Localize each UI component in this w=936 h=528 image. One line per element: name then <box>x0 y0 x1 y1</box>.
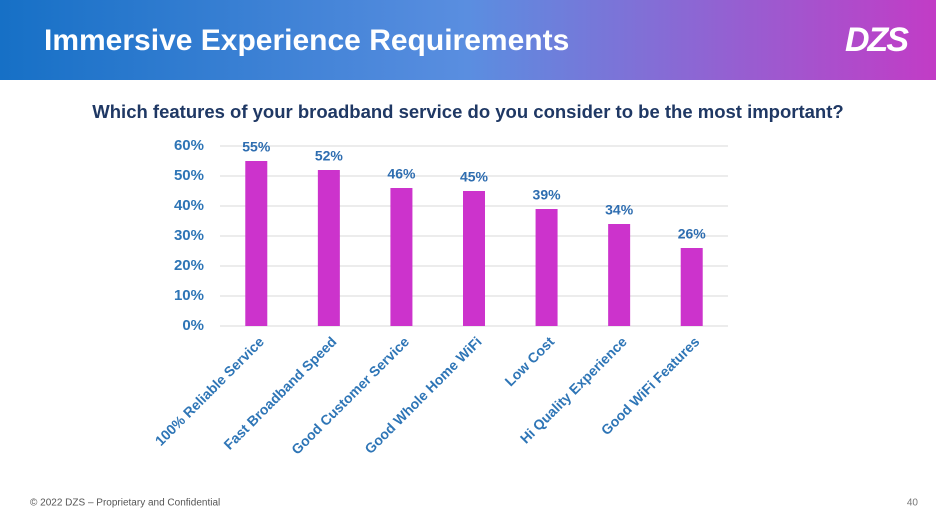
logo: DZS <box>845 21 909 59</box>
value-label: 52% <box>315 148 344 164</box>
y-tick-label: 0% <box>182 317 204 334</box>
value-label: 55% <box>242 139 271 155</box>
y-tick-label: 50% <box>174 167 204 184</box>
header-band <box>0 0 936 80</box>
bar <box>245 161 268 326</box>
y-tick-label: 40% <box>174 197 204 214</box>
bar <box>463 191 485 326</box>
value-label: 39% <box>533 187 562 203</box>
value-label: 45% <box>460 169 489 185</box>
x-tick-label: Good Whole Home WiFi <box>361 333 484 456</box>
y-tick-label: 10% <box>174 287 204 304</box>
chart-title: Which features of your broadband service… <box>92 101 843 122</box>
page-number: 40 <box>907 498 919 509</box>
bar <box>608 224 631 326</box>
x-tick-label: Low Cost <box>501 333 557 389</box>
value-label: 34% <box>605 202 634 218</box>
value-label: 46% <box>387 166 416 182</box>
y-tick-label: 60% <box>174 137 204 154</box>
y-tick-label: 20% <box>174 257 204 274</box>
slide-title: Immersive Experience Requirements <box>44 24 569 57</box>
y-tick-label: 30% <box>174 227 204 244</box>
bar <box>535 209 558 326</box>
bar <box>317 170 340 326</box>
bar <box>680 248 703 326</box>
value-label: 26% <box>678 226 707 242</box>
bar <box>390 188 413 326</box>
x-tick-label: Good Customer Service <box>288 333 412 457</box>
footer-text: © 2022 DZS – Proprietary and Confidentia… <box>30 498 220 509</box>
